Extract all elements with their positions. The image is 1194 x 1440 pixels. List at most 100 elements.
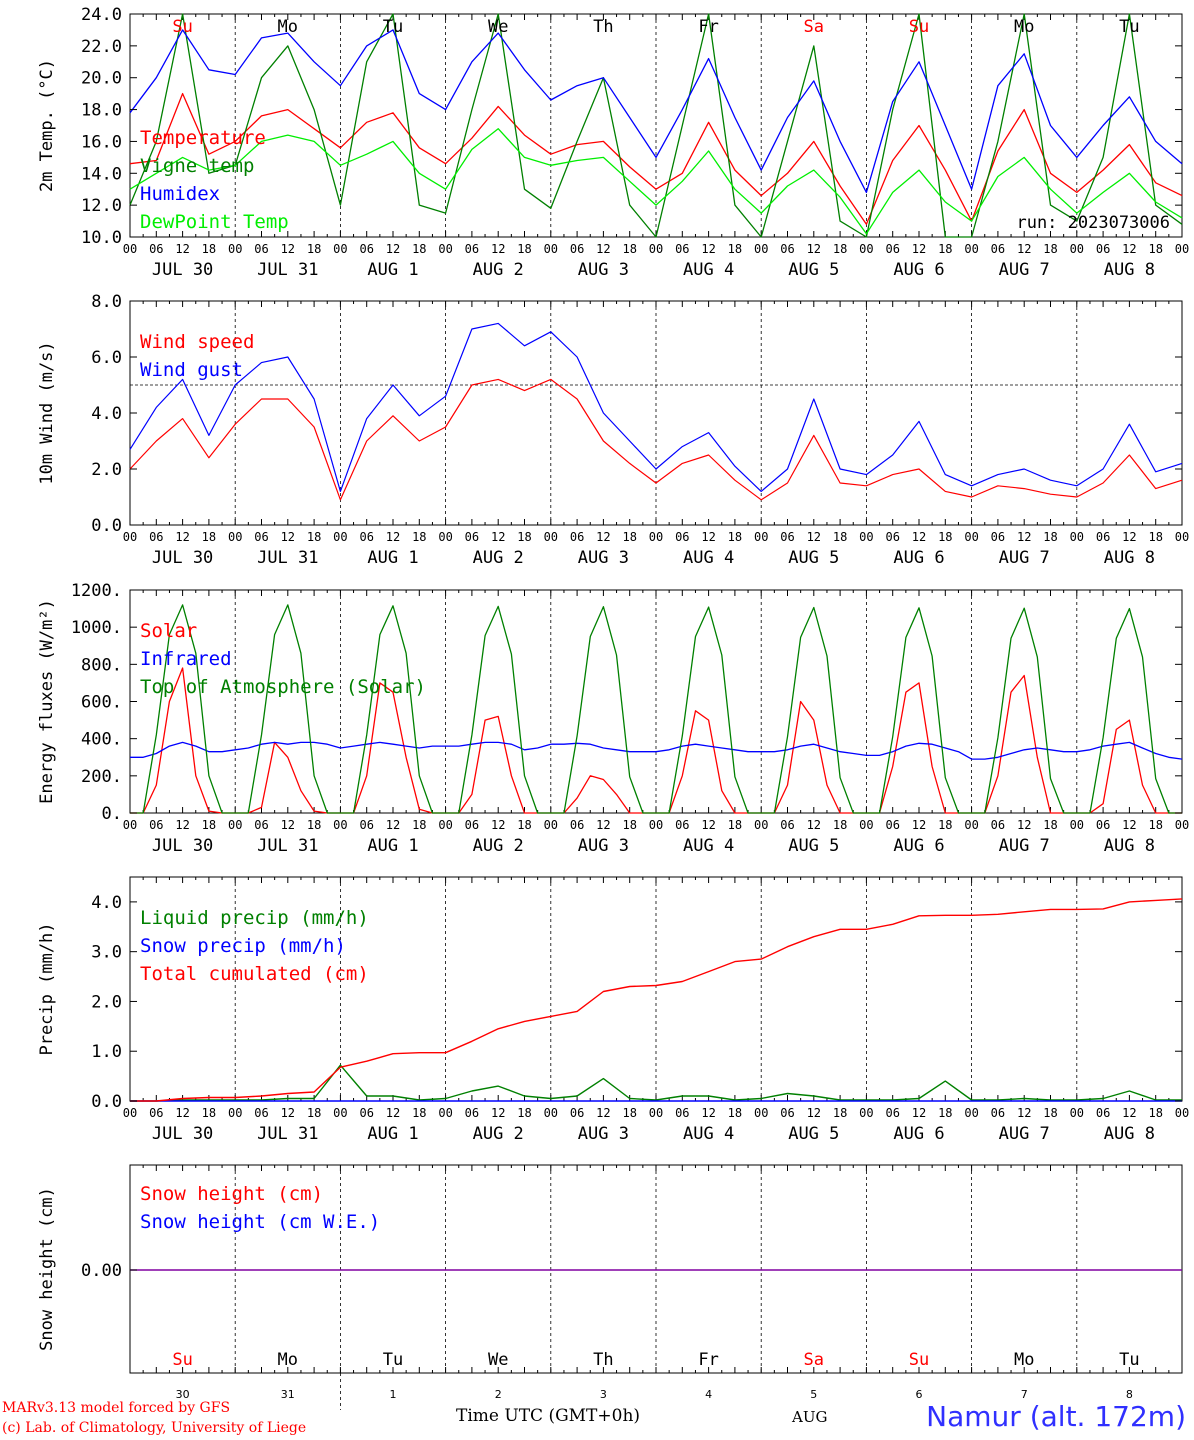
- y-tick-label: 22.0: [81, 37, 122, 57]
- hour-tick-label: 00: [1070, 242, 1084, 256]
- hour-tick-label: 18: [728, 818, 742, 832]
- hour-tick-label: 00: [754, 1106, 768, 1120]
- hour-tick-label: 06: [570, 1106, 584, 1120]
- hour-tick-label: 18: [622, 1106, 636, 1120]
- hour-tick-label: 06: [991, 530, 1005, 544]
- hour-tick-label: 00: [1175, 818, 1189, 832]
- date-label: AUG 1: [367, 260, 418, 280]
- day-name: Fr: [698, 1350, 718, 1370]
- hour-tick-label: 00: [228, 818, 242, 832]
- y-tick-label: 4.0: [91, 404, 122, 424]
- hour-tick-label: 12: [386, 530, 400, 544]
- hour-tick-label: 00: [964, 242, 978, 256]
- legend-entry: Infrared: [140, 648, 232, 670]
- y-tick-label: 2.0: [91, 992, 122, 1012]
- day-name: Th: [593, 1350, 613, 1370]
- hour-tick-label: 18: [833, 818, 847, 832]
- hour-tick-label: 06: [780, 530, 794, 544]
- lab-credit: (c) Lab. of Climatology, University of L…: [2, 1420, 307, 1436]
- hour-tick-label: 12: [701, 1106, 715, 1120]
- y-tick-label: 24.0: [81, 5, 122, 25]
- hour-tick-label: 06: [1096, 818, 1110, 832]
- hour-tick-label: 00: [649, 242, 663, 256]
- y-axis-label-5: Snow height (cm): [37, 1187, 57, 1351]
- day-name: Su: [172, 17, 192, 37]
- hour-tick-label: 18: [622, 530, 636, 544]
- date-label: JUL 30: [152, 1124, 213, 1144]
- hour-tick-label: 00: [649, 818, 663, 832]
- date-label: AUG 2: [473, 260, 524, 280]
- y-axis-label-3: Energy fluxes (W/m²): [37, 599, 57, 804]
- hour-tick-label: 12: [1017, 1106, 1031, 1120]
- hour-tick-label: 12: [912, 530, 926, 544]
- hour-tick-label: 12: [596, 818, 610, 832]
- day-name: Sa: [804, 17, 824, 37]
- y-axis-label-1: 2m Temp. (°C): [37, 59, 57, 192]
- model-credit: MARv3.13 model forced by GFS: [2, 1400, 231, 1416]
- series-top-of-atmosphere-solar-: [130, 604, 1182, 814]
- hour-tick-label: 18: [1043, 242, 1057, 256]
- series-dewpoint-temp: [129, 128, 1183, 235]
- legend-entry: Snow height (cm W.E.): [140, 1211, 380, 1233]
- hour-tick-label: 06: [149, 818, 163, 832]
- legend-entry: Snow height (cm): [140, 1183, 323, 1205]
- hour-tick-label: 06: [359, 1106, 373, 1120]
- date-label: AUG 2: [473, 548, 524, 568]
- hour-tick-label: 00: [859, 530, 873, 544]
- hour-tick-label: 00: [1070, 1106, 1084, 1120]
- hour-tick-label: 18: [517, 530, 531, 544]
- hour-tick-label: 00: [1175, 242, 1189, 256]
- hour-tick-label: 18: [307, 1106, 321, 1120]
- hour-tick-label: 18: [202, 530, 216, 544]
- hour-tick-label: 18: [1148, 818, 1162, 832]
- hour-tick-label: 12: [491, 242, 505, 256]
- hour-tick-label: 18: [728, 1106, 742, 1120]
- hour-tick-label: 06: [991, 242, 1005, 256]
- hour-tick-label: 12: [386, 242, 400, 256]
- hour-tick-label: 00: [1070, 530, 1084, 544]
- y-tick-label: 800.: [81, 655, 122, 675]
- day-name: Th: [593, 17, 613, 37]
- date-label: AUG 1: [367, 1124, 418, 1144]
- y-tick-label: 12.0: [81, 196, 122, 216]
- day-number: 3: [600, 1388, 607, 1401]
- hour-tick-label: 12: [491, 818, 505, 832]
- hour-tick-label: 06: [359, 818, 373, 832]
- hour-tick-label: 18: [307, 530, 321, 544]
- series-wind-speed: [129, 378, 1183, 501]
- y-tick-label: 6.0: [91, 348, 122, 368]
- date-label: AUG 1: [367, 836, 418, 856]
- hour-tick-label: 06: [570, 242, 584, 256]
- y-tick-label: 18.0: [81, 101, 122, 121]
- hour-tick-label: 18: [1043, 530, 1057, 544]
- month-label: AUG: [792, 1408, 828, 1426]
- hour-tick-label: 12: [807, 242, 821, 256]
- hour-tick-label: 06: [780, 1106, 794, 1120]
- legend-entry: Wind gust: [140, 359, 243, 381]
- y-tick-label: 4.0: [91, 893, 122, 913]
- run-label: run: 2023073006: [1016, 213, 1170, 233]
- hour-tick-label: 12: [281, 818, 295, 832]
- hour-tick-label: 06: [359, 530, 373, 544]
- hour-tick-label: 18: [307, 242, 321, 256]
- hour-tick-label: 18: [412, 1106, 426, 1120]
- series-wind-gust: [129, 322, 1183, 492]
- day-name: Su: [909, 17, 929, 37]
- legend-entry: Humidex: [140, 183, 220, 205]
- hour-tick-label: 12: [596, 242, 610, 256]
- hour-tick-label: 06: [885, 1106, 899, 1120]
- hour-tick-label: 06: [254, 530, 268, 544]
- date-label: AUG 5: [788, 1124, 839, 1144]
- y-tick-label: 8.0: [91, 292, 122, 312]
- date-label: JUL 31: [257, 1124, 318, 1144]
- date-label: AUG 8: [1104, 1124, 1155, 1144]
- date-label: JUL 31: [257, 260, 318, 280]
- date-label: AUG 7: [999, 836, 1050, 856]
- series-temperature: [129, 92, 1183, 225]
- day-number: 1: [390, 1388, 397, 1401]
- hour-tick-label: 12: [175, 1106, 189, 1120]
- hour-tick-label: 06: [149, 1106, 163, 1120]
- hour-tick-label: 06: [885, 242, 899, 256]
- hour-tick-label: 06: [465, 818, 479, 832]
